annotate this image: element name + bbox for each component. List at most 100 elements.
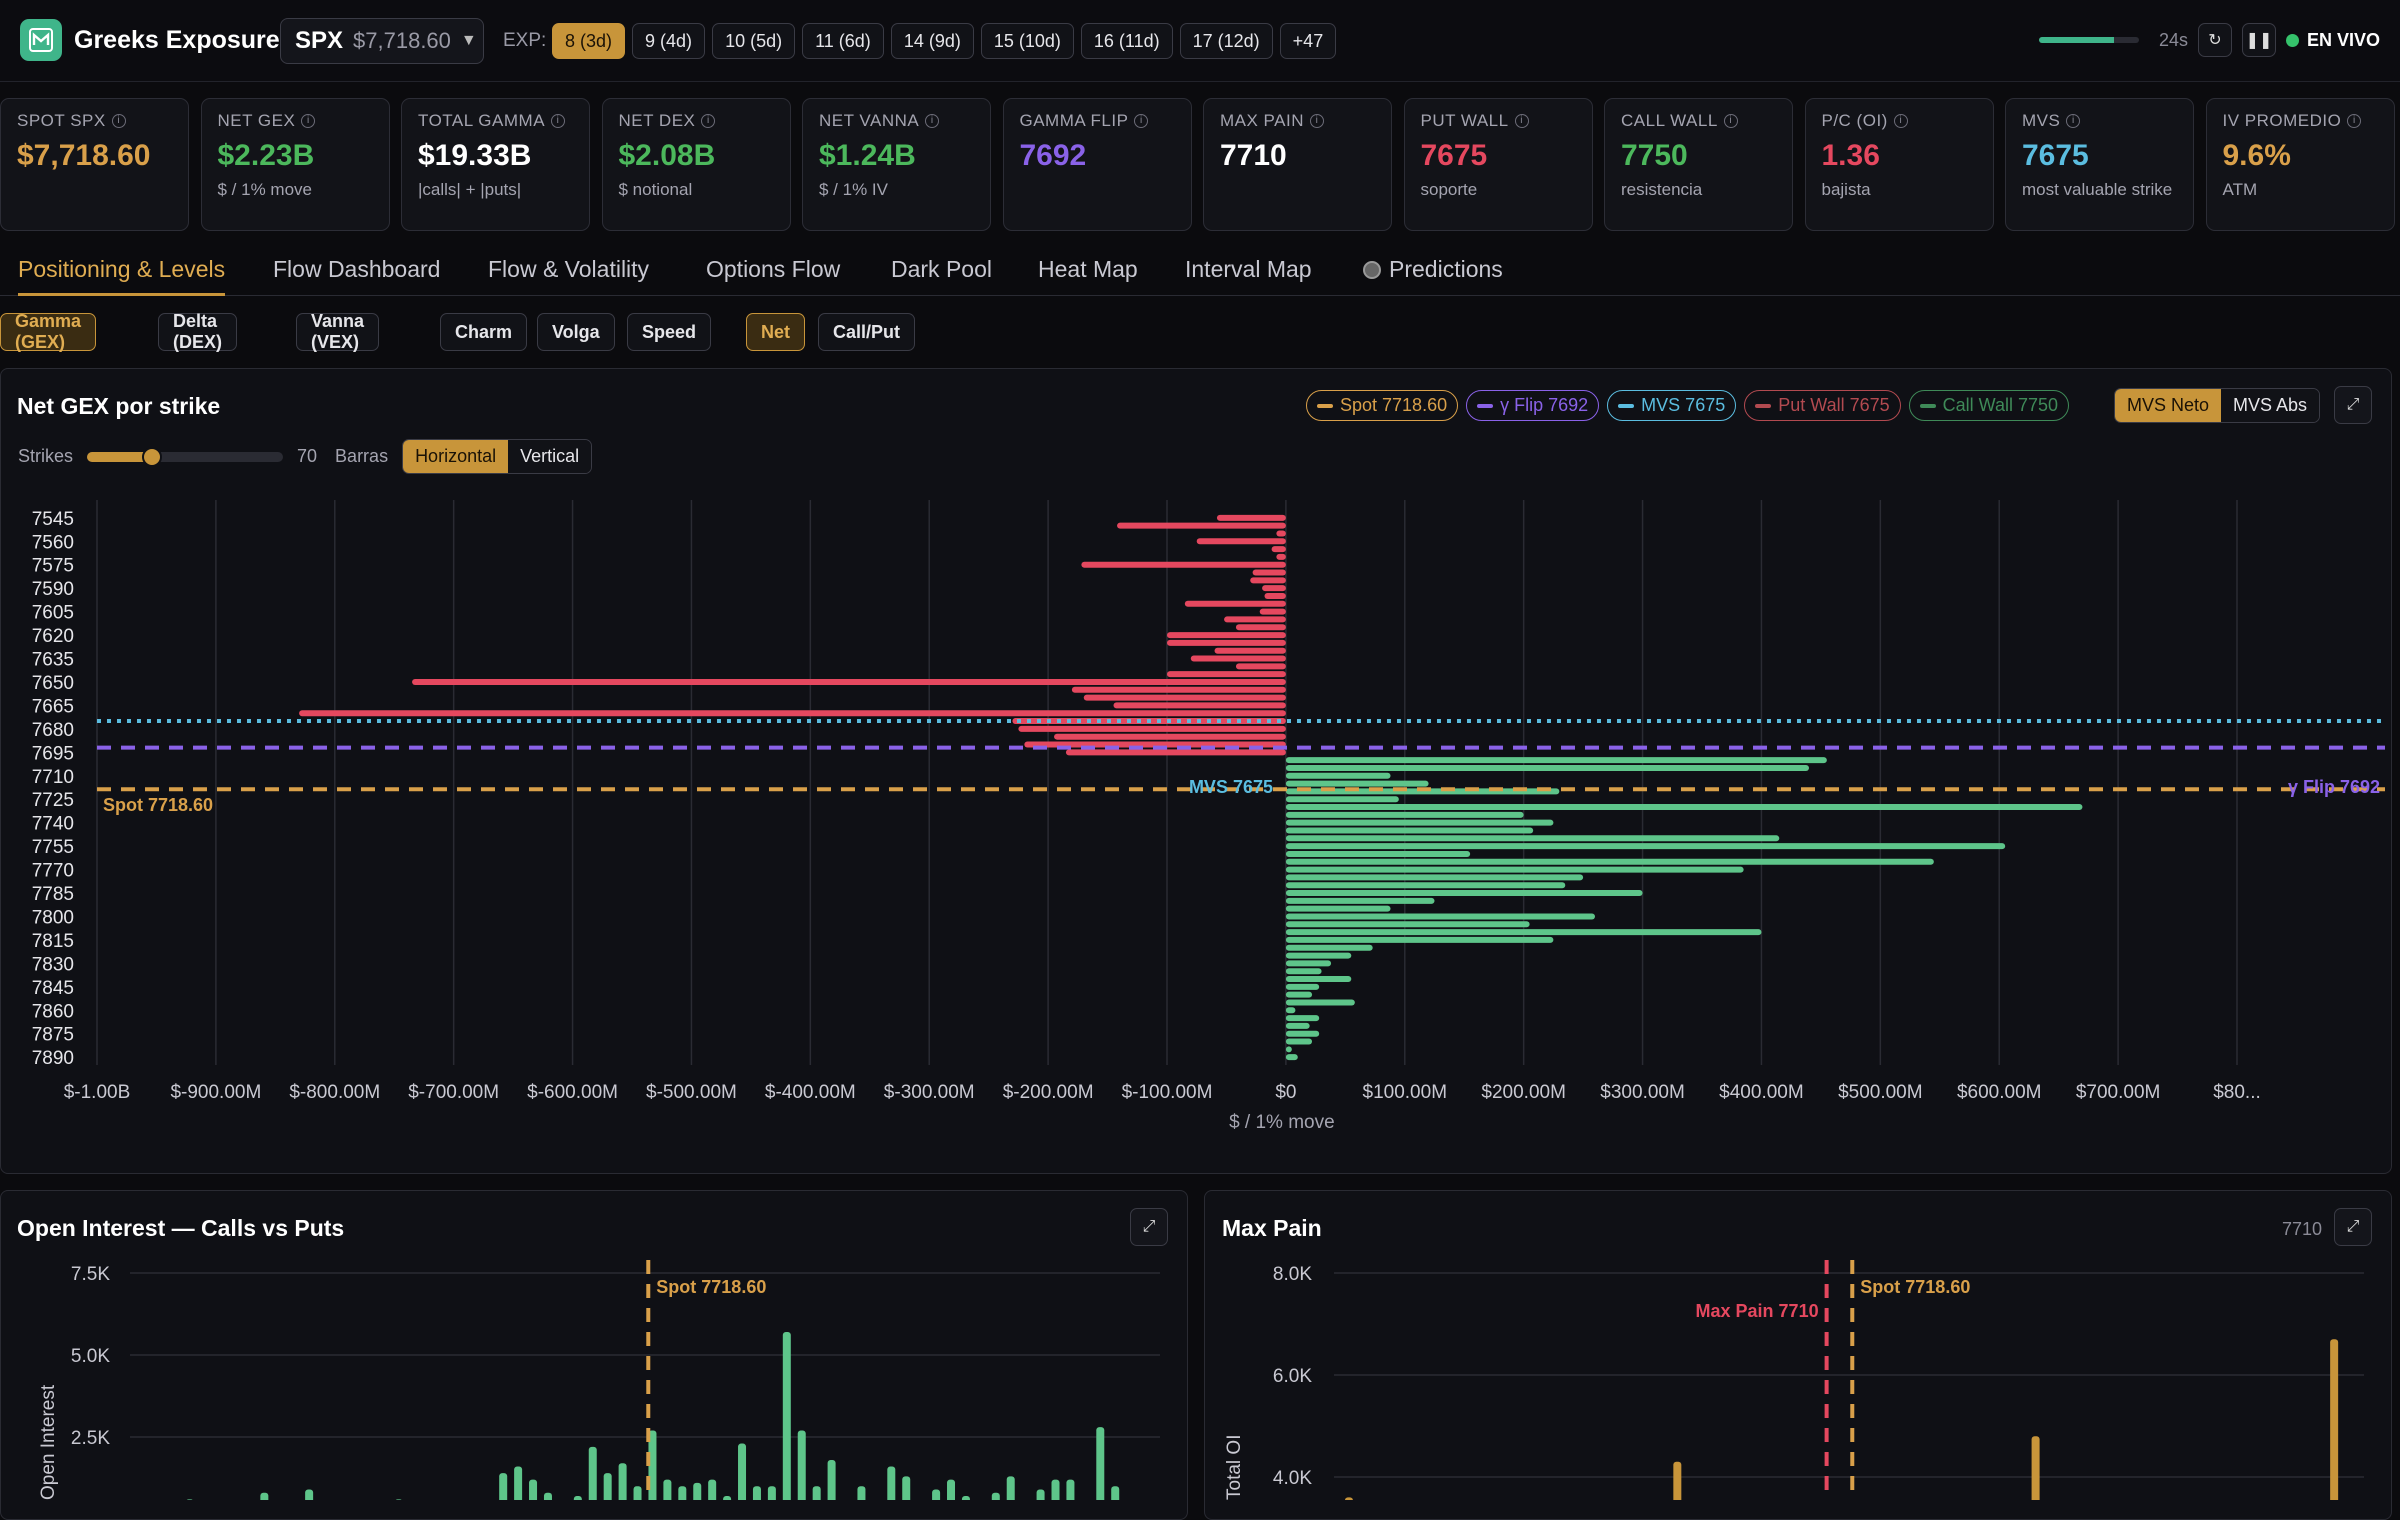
- info-icon[interactable]: i: [701, 114, 716, 128]
- strikes-slider[interactable]: [87, 446, 284, 467]
- info-icon[interactable]: i: [111, 114, 126, 128]
- mvs-toggle: MVS Neto MVS Abs: [2114, 388, 2321, 423]
- expiration-chip[interactable]: 14 (9d): [890, 23, 974, 59]
- legend-label: MVS 7675: [1641, 395, 1726, 415]
- expiration-chip[interactable]: +47: [1279, 23, 1337, 59]
- gex-bar: [1065, 749, 1286, 756]
- legend-item[interactable]: Call Wall 7750: [1908, 390, 2070, 421]
- kpi-value: $1.24B: [819, 139, 916, 172]
- mvs-toggle-option[interactable]: MVS Neto: [2115, 389, 2222, 422]
- y-tick-label: 7665: [32, 696, 74, 717]
- gex-bar: [1285, 1007, 1296, 1014]
- greek-tab[interactable]: Volga: [537, 313, 615, 351]
- strikes-slider-handle[interactable]: [141, 446, 162, 467]
- tab-positioning-levels[interactable]: Positioning & Levels: [18, 256, 226, 296]
- legend-swatch: [1755, 403, 1772, 408]
- info-icon[interactable]: i: [1893, 114, 1908, 128]
- legend-label: Put Wall 7675: [1778, 395, 1890, 415]
- gex-bar: [1117, 522, 1286, 529]
- expiration-chip[interactable]: 15 (10d): [980, 23, 1074, 59]
- orientation-option[interactable]: Vertical: [508, 440, 592, 473]
- kpi-value: 7710: [1220, 139, 1287, 172]
- info-icon[interactable]: i: [301, 114, 316, 128]
- expiration-chip[interactable]: 10 (5d): [712, 23, 796, 59]
- info-icon[interactable]: i: [925, 114, 940, 128]
- app-title: Greeks Exposure: [74, 25, 280, 54]
- oi-expand-button[interactable]: ⤢: [1130, 1208, 1168, 1246]
- oi-call-bar: [633, 1486, 642, 1500]
- greek-tab[interactable]: Speed: [627, 313, 712, 351]
- info-icon[interactable]: i: [1134, 114, 1149, 128]
- kpi-label-text: NET DEX: [618, 111, 696, 130]
- y-tick-label: 7680: [32, 720, 74, 741]
- gex-chart: $-1.00B $-900.00M $-800.00M $-700.00M $-600.…: [32, 500, 2385, 1133]
- legend-swatch: [1618, 403, 1635, 408]
- live-controls: 24s ↻ ❚❚ EN VIVO: [2038, 23, 2380, 57]
- oi-call-bar: [708, 1479, 717, 1500]
- info-icon[interactable]: i: [551, 114, 566, 128]
- pause-button[interactable]: ❚❚: [2241, 23, 2276, 57]
- y-tick-label: 7575: [32, 556, 74, 577]
- greek-tab[interactable]: Charm: [440, 313, 528, 351]
- kpi-label: TOTAL GAMMA i: [418, 111, 573, 131]
- info-icon[interactable]: i: [1309, 114, 1324, 128]
- tab-heat-map[interactable]: Heat Map: [1038, 256, 1138, 296]
- info-icon[interactable]: i: [1723, 114, 1738, 128]
- mvs-toggle-option[interactable]: MVS Abs: [2221, 389, 2320, 422]
- gex-bar: [1285, 983, 1320, 990]
- y-tick-label: 7845: [32, 978, 74, 999]
- expiration-chip[interactable]: 9 (4d): [632, 23, 706, 59]
- info-icon[interactable]: i: [2066, 114, 2081, 128]
- maxpain-bar: [1344, 1497, 1353, 1500]
- kpi-subtext: $ / 1% move: [217, 180, 313, 199]
- gex-bar: [1285, 780, 1429, 787]
- info-icon[interactable]: i: [1514, 114, 1529, 128]
- refresh-button[interactable]: ↻: [2197, 23, 2232, 57]
- orientation-option[interactable]: Horizontal: [403, 440, 509, 473]
- info-icon[interactable]: i: [2347, 114, 2362, 128]
- gex-bar: [1285, 890, 1643, 897]
- expiration-chip[interactable]: 11 (6d): [802, 23, 884, 59]
- strikes-value: 70: [297, 446, 318, 466]
- ticker-selector[interactable]: SPX $7,718.60 ▼: [280, 18, 484, 64]
- tab-flow-volatility[interactable]: Flow & Volatility: [488, 256, 649, 296]
- tab-options-flow[interactable]: Options Flow: [706, 256, 840, 296]
- expiration-chip[interactable]: 16 (11d): [1080, 23, 1173, 59]
- y-tick-label: 4.0K: [1273, 1468, 1312, 1489]
- greek-tab[interactable]: Gamma (GEX): [0, 311, 97, 352]
- tab-flow-dashboard[interactable]: Flow Dashboard: [273, 256, 440, 296]
- y-tick-label: 7875: [32, 1025, 74, 1046]
- mode-tab[interactable]: Net: [746, 313, 806, 351]
- tab-dark-pool[interactable]: Dark Pool: [891, 256, 992, 296]
- mode-tab[interactable]: Call/Put: [818, 313, 916, 351]
- legend-swatch: [1477, 403, 1494, 408]
- expiration-chip[interactable]: 8 (3d): [552, 23, 626, 59]
- gex-bar: [1190, 655, 1286, 662]
- gex-expand-button[interactable]: ⤢: [2334, 386, 2372, 424]
- legend-label: Spot 7718.60: [1340, 395, 1448, 415]
- kpi-card: PUT WALL i 7675 soporte: [1403, 98, 1593, 231]
- x-tick-label: $400.00M: [1719, 1082, 1804, 1103]
- oi-chart: 7.5K 5.0K 2.5K Open Interest Spot 7718.60: [38, 1260, 1160, 1500]
- gex-bar: [1018, 725, 1286, 732]
- oi-call-bar: [260, 1492, 269, 1500]
- maxpain-panel: [1204, 1190, 2392, 1520]
- refresh-progress-bar: [2038, 37, 2139, 43]
- gex-bar: [1285, 968, 1322, 975]
- legend-item[interactable]: γ Flip 7692: [1466, 390, 1600, 421]
- tab-predictions[interactable]: Predictions: [1363, 256, 1503, 296]
- expiration-chip[interactable]: 17 (12d): [1179, 23, 1273, 59]
- legend-item[interactable]: Put Wall 7675: [1744, 390, 1901, 421]
- maxpain-bar: [2330, 1339, 2339, 1500]
- tab-interval-map[interactable]: Interval Map: [1185, 256, 1312, 296]
- kpi-card: NET DEX i $2.08B $ notional: [601, 98, 791, 231]
- legend-item[interactable]: Spot 7718.60: [1306, 390, 1459, 421]
- legend-item[interactable]: MVS 7675: [1607, 390, 1737, 421]
- y-tick-label: 7815: [32, 931, 74, 952]
- greek-tab[interactable]: Delta (DEX): [158, 311, 237, 352]
- kpi-label-text: P/C (OI): [1821, 111, 1888, 130]
- oi-call-bar: [573, 1496, 582, 1500]
- kpi-label: MVS i: [2022, 111, 2177, 131]
- greek-tab[interactable]: Vanna (VEX): [296, 311, 380, 352]
- maxpain-expand-button[interactable]: ⤢: [2334, 1208, 2372, 1246]
